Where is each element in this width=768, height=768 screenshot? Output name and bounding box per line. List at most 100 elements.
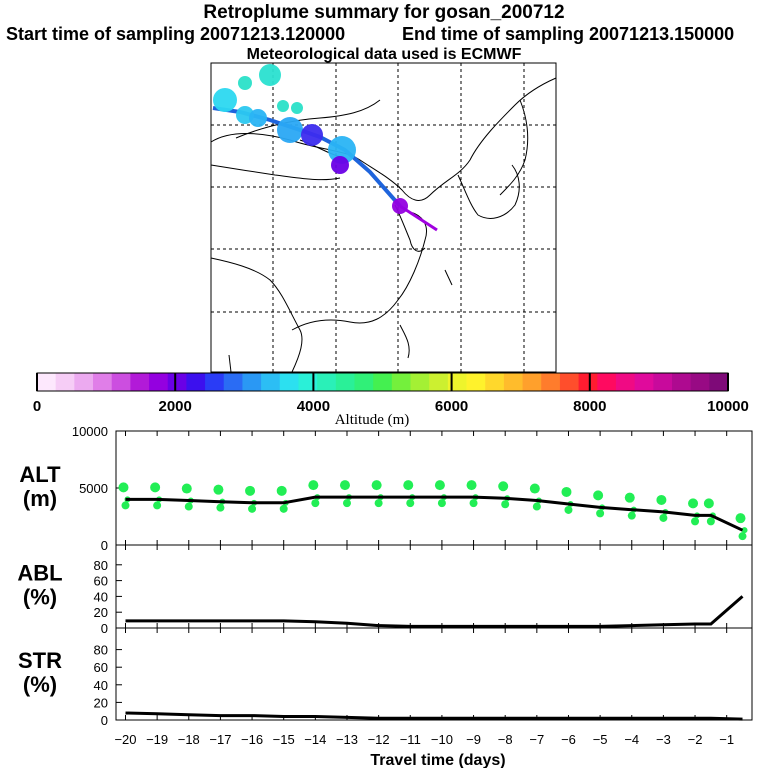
colorbar-swatch	[485, 373, 505, 391]
colorbar-swatch	[559, 373, 580, 391]
colorbar-swatch	[242, 373, 262, 391]
plume-cluster-marker	[392, 198, 408, 214]
x-tick-label: −10	[431, 732, 453, 747]
y-tick-label: 0	[101, 538, 108, 553]
series-line-alt	[125, 495, 744, 532]
map-panel	[210, 62, 557, 373]
y-tick-label: 0	[101, 621, 108, 636]
alt-particle-marker	[593, 490, 604, 501]
colorbar-swatch	[653, 373, 673, 391]
alt-particle-marker	[624, 492, 635, 503]
colorbar-swatch	[391, 373, 412, 391]
y-tick-label: 60	[94, 574, 108, 589]
panel-frame	[115, 544, 753, 629]
alt-particle-marker	[498, 481, 509, 492]
x-tick-label: −9	[466, 732, 481, 747]
colorbar-swatch	[690, 373, 710, 391]
altitude-colorbar: 0 2000 4000 6000 8000 10000	[33, 372, 749, 415]
colorbar-swatch	[130, 373, 150, 391]
alt-particle-marker	[181, 483, 192, 494]
alt-particle-marker	[501, 500, 510, 509]
alt-particle-marker	[466, 480, 477, 491]
colorbar-swatch	[503, 373, 524, 391]
plume-cluster-marker	[277, 117, 303, 143]
colorbar-swatch	[335, 373, 355, 391]
colorbar-swatch	[541, 373, 561, 391]
alt-particle-marker	[596, 509, 605, 518]
colorbar-swatch	[111, 373, 131, 391]
alt-particle-marker	[308, 480, 319, 491]
colorbar-swatch	[298, 373, 318, 391]
colorbar-tick-label: 6000	[435, 398, 468, 415]
colorbar-swatch	[671, 373, 692, 391]
x-tick-label: −20	[114, 732, 136, 747]
alt-particle-marker	[184, 502, 193, 511]
colorbar-swatch	[410, 373, 430, 391]
x-tick-label: −12	[368, 732, 390, 747]
plume-cluster-marker	[291, 102, 303, 114]
plume-cluster-marker	[238, 76, 252, 90]
colorbar-swatch	[149, 373, 169, 391]
plume-cluster-marker	[213, 88, 237, 112]
x-tick-label: −1	[719, 732, 734, 747]
colorbar-swatch	[55, 373, 75, 391]
y-tick-label: 60	[94, 660, 108, 675]
colorbar-swatch	[373, 373, 393, 391]
alt-particle-marker	[437, 499, 446, 508]
colorbar-swatch	[578, 373, 598, 391]
alt-particle-marker	[121, 501, 130, 510]
x-tick-label: −13	[336, 732, 358, 747]
y-tick-label: 5000	[79, 481, 108, 496]
alt-particle-marker	[627, 511, 636, 520]
alt-particle-marker	[118, 482, 129, 493]
colorbar-swatch	[354, 373, 374, 391]
time-series-panels: 1000050000ALT(m)806040200ABL(%)806040200…	[17, 424, 753, 747]
alt-particle-marker	[469, 499, 478, 508]
x-tick-label: −19	[146, 732, 168, 747]
panel-ylabel: STR	[18, 648, 62, 673]
alt-particle-marker	[153, 501, 162, 510]
colorbar-swatch	[279, 373, 299, 391]
alt-particle-marker	[706, 517, 715, 526]
x-tick-label: −11	[400, 732, 421, 747]
plume-cluster-marker	[301, 124, 323, 146]
alt-particle-marker	[276, 485, 287, 496]
end-time-label: End time of sampling 20071213.150000	[402, 24, 735, 44]
x-tick-label: −5	[593, 732, 608, 747]
y-tick-label: 20	[94, 605, 108, 620]
plume-cluster-marker	[328, 136, 356, 164]
alt-particle-marker	[245, 485, 256, 496]
y-tick-label: 40	[94, 678, 108, 693]
alt-particle-marker	[339, 480, 350, 491]
colorbar-tick-label: 10000	[707, 398, 749, 415]
alt-particle-marker	[342, 499, 351, 508]
panel-ylabel: (%)	[23, 585, 57, 610]
colorbar-swatch	[709, 373, 729, 391]
plume-cluster-marker	[277, 100, 289, 112]
alt-particle-marker	[403, 480, 414, 491]
y-tick-label: 10000	[72, 424, 108, 439]
colorbar-label: Altitude (m)	[335, 412, 410, 428]
colorbar-tick-label: 8000	[573, 398, 606, 415]
panel-ylabel: ALT	[19, 462, 61, 487]
alt-particle-marker	[406, 499, 415, 508]
alt-particle-marker	[529, 483, 540, 494]
alt-particle-marker	[216, 503, 225, 512]
colorbar-swatch	[615, 373, 636, 391]
y-tick-label: 80	[94, 558, 108, 573]
retroplume-path	[212, 64, 438, 232]
x-tick-label: −18	[178, 732, 200, 747]
alt-particle-marker	[248, 504, 257, 513]
x-tick-label: −8	[498, 732, 513, 747]
colorbar-swatch	[597, 373, 617, 391]
x-tick-label: −7	[529, 732, 544, 747]
series-line-str	[125, 711, 743, 721]
alt-particle-marker	[688, 498, 699, 509]
x-tick-label: −15	[273, 732, 295, 747]
start-time-label: Start time of sampling 20071213.120000	[6, 24, 346, 44]
colorbar-swatch	[205, 373, 225, 391]
x-tick-label: −3	[656, 732, 671, 747]
colorbar-swatch	[634, 373, 654, 391]
alt-particle-marker	[703, 498, 714, 509]
